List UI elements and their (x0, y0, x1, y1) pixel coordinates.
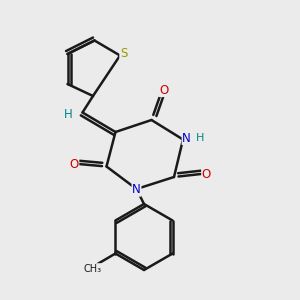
Text: O: O (159, 83, 168, 97)
Text: CH₃: CH₃ (84, 263, 102, 274)
Text: O: O (202, 167, 211, 181)
Text: N: N (132, 183, 141, 196)
Text: N: N (182, 131, 191, 145)
Text: O: O (70, 158, 79, 171)
Text: S: S (120, 46, 127, 60)
Text: H: H (64, 107, 73, 121)
Text: H: H (196, 133, 204, 143)
